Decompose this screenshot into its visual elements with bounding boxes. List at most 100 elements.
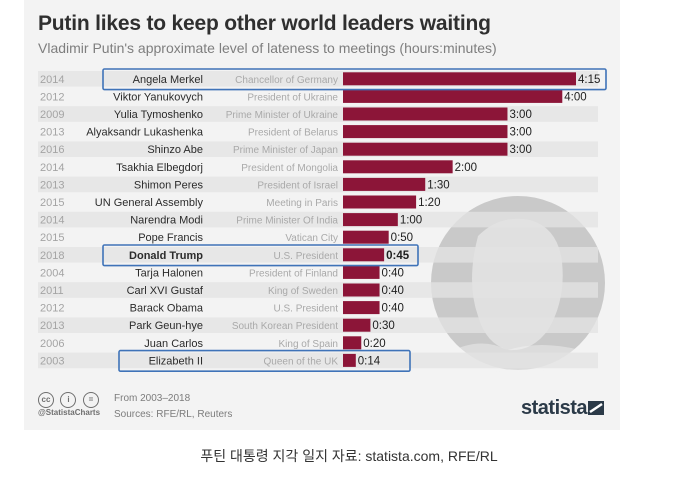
year-label: 2015 bbox=[40, 232, 64, 244]
role-label: President of Ukraine bbox=[247, 92, 338, 103]
leader-name: Donald Trump bbox=[129, 250, 203, 262]
year-label: 2016 bbox=[40, 144, 64, 156]
year-label: 2014 bbox=[40, 162, 64, 174]
value-label: 0:40 bbox=[382, 267, 404, 279]
value-label: 3:00 bbox=[509, 144, 531, 156]
value-label: 0:14 bbox=[358, 355, 381, 367]
bar bbox=[343, 336, 362, 350]
bar bbox=[343, 160, 453, 174]
year-label: 2015 bbox=[40, 197, 64, 209]
year-label: 2012 bbox=[40, 91, 64, 103]
leader-name: Pope Francis bbox=[138, 232, 203, 244]
year-label: 2011 bbox=[40, 285, 64, 297]
bar bbox=[343, 353, 356, 367]
year-label: 2013 bbox=[40, 320, 64, 332]
value-label: 1:00 bbox=[400, 215, 422, 227]
leader-name: Barack Obama bbox=[130, 303, 204, 315]
leader-name: Yulia Tymoshenko bbox=[114, 109, 203, 121]
value-label: 0:30 bbox=[372, 320, 394, 332]
role-label: U.S. President bbox=[274, 251, 339, 262]
leader-name: Juan Carlos bbox=[144, 338, 203, 350]
value-label: 0:40 bbox=[382, 285, 404, 297]
bar bbox=[343, 265, 380, 279]
row-band bbox=[38, 247, 598, 263]
row-band bbox=[38, 317, 598, 333]
year-label: 2013 bbox=[40, 179, 64, 191]
leader-name: Tsakhia Elbegdorj bbox=[116, 162, 203, 174]
bar bbox=[343, 177, 426, 191]
year-label: 2003 bbox=[40, 355, 64, 367]
highlight-box bbox=[102, 244, 419, 267]
highlight-box bbox=[102, 68, 607, 91]
highlight-box bbox=[118, 349, 411, 373]
value-label: 0:20 bbox=[363, 338, 385, 350]
value-label: 3:00 bbox=[509, 109, 531, 121]
chart-title: Putin likes to keep other world leaders … bbox=[38, 12, 491, 35]
image-caption: 푸틴 대통령 지각 일지 자료: statista.com, RFE/RL bbox=[200, 448, 498, 464]
leader-name: Angela Merkel bbox=[133, 74, 203, 86]
year-label: 2006 bbox=[40, 338, 64, 350]
row-band bbox=[38, 211, 598, 228]
role-label: Vatican City bbox=[285, 233, 338, 244]
bar bbox=[343, 318, 371, 332]
year-label: 2012 bbox=[40, 303, 64, 315]
role-label: South Korean President bbox=[232, 321, 338, 332]
bar bbox=[343, 283, 380, 297]
role-label: Queen of the UK bbox=[264, 356, 339, 367]
year-label: 2014 bbox=[40, 74, 64, 86]
row-band bbox=[38, 282, 598, 298]
role-label: King of Sweden bbox=[268, 286, 338, 297]
row-band bbox=[38, 176, 598, 193]
row-band bbox=[38, 352, 598, 369]
leader-name: Carl XVI Gustaf bbox=[127, 285, 204, 297]
bar bbox=[343, 213, 398, 227]
leader-name: Shinzo Abe bbox=[147, 144, 203, 156]
role-label: President of Belarus bbox=[248, 128, 338, 139]
chart-subtitle: Vladimir Putin's approximate level of la… bbox=[38, 40, 497, 56]
highlight-boxes bbox=[102, 68, 607, 373]
role-label: President of Israel bbox=[257, 180, 338, 191]
year-label: 2004 bbox=[40, 267, 64, 279]
cc-icon: cc bbox=[38, 392, 54, 408]
leader-name: Alyaksandr Lukashenka bbox=[86, 127, 204, 139]
no-derivatives-icon: = bbox=[82, 392, 99, 408]
leader-name: Elizabeth II bbox=[149, 355, 203, 367]
role-label: King of Spain bbox=[279, 339, 339, 350]
bar bbox=[343, 89, 563, 103]
leader-name: Narendra Modi bbox=[130, 215, 203, 227]
leader-name: Tarja Halonen bbox=[135, 267, 203, 279]
value-label: 0:45 bbox=[386, 250, 410, 262]
statista-handle: @StatistaCharts bbox=[38, 408, 101, 417]
year-label: 2009 bbox=[40, 109, 64, 121]
bar bbox=[343, 142, 508, 156]
value-label: 1:20 bbox=[418, 197, 440, 209]
bar bbox=[343, 301, 380, 315]
bar bbox=[343, 107, 508, 121]
license-icons: cc i = bbox=[38, 389, 101, 408]
statista-logo-icon bbox=[588, 401, 604, 415]
leader-name: Shimon Peres bbox=[134, 179, 204, 191]
value-label: 2:00 bbox=[455, 162, 477, 174]
role-label: Prime Minister of Japan bbox=[233, 145, 338, 156]
sources-text: Sources: RFE/RL, Reuters bbox=[114, 409, 233, 420]
role-label: Chancellor of Germany bbox=[235, 75, 338, 86]
bar bbox=[343, 248, 385, 262]
leader-name: Park Geun-hye bbox=[129, 320, 203, 332]
role-label: President of Mongolia bbox=[241, 163, 338, 174]
role-label: President of Finland bbox=[249, 268, 338, 279]
bar bbox=[343, 230, 389, 244]
value-label: 1:30 bbox=[427, 179, 449, 191]
value-label: 0:50 bbox=[391, 232, 413, 244]
chart-rows: 2014 Angela Merkel Chancellor of Germany 4:… bbox=[40, 72, 600, 367]
role-label: Meeting in Paris bbox=[266, 198, 338, 209]
year-label: 2018 bbox=[40, 250, 64, 262]
period-text: From 2003–2018 bbox=[114, 393, 191, 404]
role-label: Prime Minister Of India bbox=[236, 216, 338, 227]
value-label: 3:00 bbox=[509, 127, 531, 139]
statista-logo-text[interactable]: statista bbox=[521, 397, 588, 419]
value-label: 4:15 bbox=[578, 74, 600, 86]
leader-name: UN General Assembly bbox=[95, 197, 204, 209]
value-label: 4:00 bbox=[564, 91, 586, 103]
value-label: 0:40 bbox=[382, 303, 404, 315]
